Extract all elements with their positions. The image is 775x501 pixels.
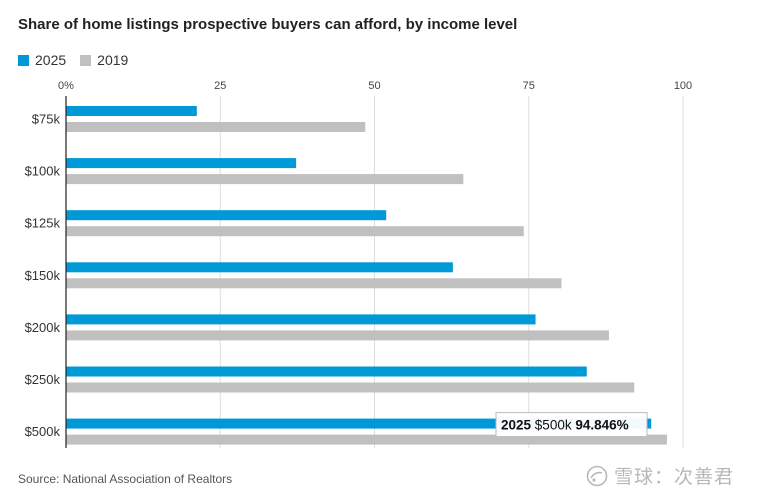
watermark: 雪球：次善君 bbox=[586, 462, 734, 489]
legend-item-2019[interactable]: 2019 bbox=[80, 52, 128, 68]
category-label: $200k bbox=[25, 320, 61, 335]
bar-2019[interactable] bbox=[66, 330, 609, 341]
bar-2025[interactable] bbox=[66, 366, 587, 377]
bar-2025[interactable] bbox=[66, 418, 652, 429]
x-tick-label: 25 bbox=[214, 80, 226, 92]
bar-2019[interactable] bbox=[66, 174, 464, 185]
category-label: $150k bbox=[25, 268, 61, 283]
x-tick-label: 50 bbox=[368, 80, 380, 92]
bar-2025[interactable] bbox=[66, 262, 453, 273]
bar-2025[interactable] bbox=[66, 314, 536, 325]
bar-2019[interactable] bbox=[66, 122, 366, 132]
bar-2019[interactable] bbox=[66, 434, 667, 445]
tooltip-box bbox=[495, 412, 648, 438]
category-label: $250k bbox=[25, 372, 61, 387]
tooltip-text: 2025 $500k 94.846% bbox=[501, 418, 629, 433]
legend-item-2025[interactable]: 2025 bbox=[18, 52, 66, 68]
legend-swatch-2025 bbox=[18, 54, 29, 66]
bar-2019[interactable] bbox=[66, 226, 524, 237]
chart-legend: 2025 2019 bbox=[18, 52, 142, 68]
category-label: $100k bbox=[25, 164, 61, 179]
bar-2025[interactable] bbox=[66, 106, 197, 116]
x-tick-label: 0% bbox=[58, 80, 74, 92]
tooltip-series: 2025 bbox=[501, 418, 532, 433]
chart-title: Share of home listings prospective buyer… bbox=[18, 16, 518, 33]
legend-label-2025: 2025 bbox=[35, 52, 67, 68]
bar-2025[interactable] bbox=[66, 158, 297, 169]
source-note: Source: National Association of Realtors bbox=[18, 472, 233, 486]
watermark-text: 雪球：次善君 bbox=[614, 467, 735, 488]
tooltip-value: 94.846% bbox=[575, 418, 628, 433]
tooltip-category: $500k bbox=[531, 418, 575, 433]
snowball-logo-icon bbox=[586, 465, 608, 486]
bar-2019[interactable] bbox=[66, 278, 562, 289]
x-tick-label: 100 bbox=[674, 80, 692, 92]
bar-2025[interactable] bbox=[66, 210, 387, 221]
bar-2019[interactable] bbox=[66, 382, 635, 393]
legend-swatch-2019 bbox=[80, 54, 92, 66]
tooltip: 2025 $500k 94.846% bbox=[495, 412, 648, 438]
legend-label-2019: 2019 bbox=[97, 52, 129, 68]
category-label: $75k bbox=[32, 112, 61, 127]
category-label: $500k bbox=[25, 424, 61, 439]
x-tick-label: 75 bbox=[523, 80, 535, 92]
category-label: $125k bbox=[25, 216, 61, 231]
